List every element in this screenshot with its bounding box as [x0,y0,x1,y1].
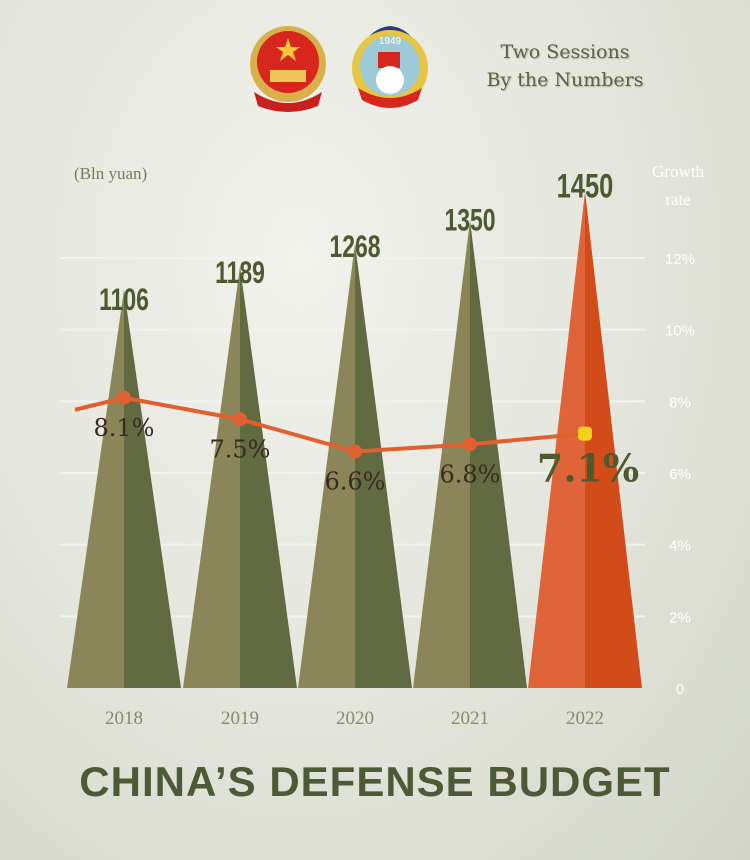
bar-right-2020 [355,243,412,688]
cppcc-emblem-logo: 1949 [352,26,428,108]
bar-value-label: 1189 [215,255,265,290]
y2-tick-label: 4% [669,538,691,555]
bar-right-2022 [585,191,642,688]
y2-tick-label: 12% [665,251,695,268]
bar-value-label: 1106 [99,282,149,317]
bar-left-2018 [67,289,124,688]
y2-tick-label: 6% [669,466,691,483]
bar-left-2022 [528,191,585,688]
growth-point [348,444,362,459]
bar-value-label: 1268 [329,229,380,264]
growth-label: 6.8% [440,460,501,488]
y2-tick-label: 0 [676,681,684,698]
x-tick-label: 2022 [566,708,604,729]
x-tick-label: 2018 [105,708,143,729]
y2-tick-label: 8% [669,394,691,411]
emblem-year-text: 1949 [379,36,402,47]
growth-point [463,437,477,452]
y2-tick-label: 10% [665,323,695,340]
bar-value-label: 1350 [444,202,495,237]
bar-left-2020 [298,243,355,688]
y2-title-line2: rate [665,190,691,209]
growth-point [117,390,131,405]
bar-right-2018 [124,289,181,688]
growth-point [578,426,592,441]
bar-left-2019 [183,266,240,688]
y2-title-line1: Growth [652,162,704,181]
bar-value-label: 1450 [557,168,614,206]
x-tick-label: 2021 [451,708,489,729]
growth-rate-line [74,395,586,454]
growth-label: 7.5% [210,435,271,463]
national-emblem-logo [250,26,326,112]
bar-right-2019 [240,266,297,688]
y2-axis-title: Growth rate [640,158,716,214]
header-title: Two Sessions By the Numbers [470,38,660,94]
unit-label: (Bln yuan) [74,164,148,183]
header-title-line2: By the Numbers [486,69,644,91]
growth-label: 8.1% [94,414,155,442]
chart-title: CHINA’S DEFENSE BUDGET [79,758,671,805]
growth-point [233,412,247,427]
header-title-line1: Two Sessions [500,41,630,63]
x-tick-label: 2020 [336,708,374,729]
y2-tick-label: 2% [669,609,691,626]
bar-left-2021 [413,220,470,688]
bar-right-2021 [470,220,527,688]
growth-label: 7.1% [537,446,639,491]
x-tick-label: 2019 [221,708,259,729]
growth-label: 6.6% [325,468,386,496]
